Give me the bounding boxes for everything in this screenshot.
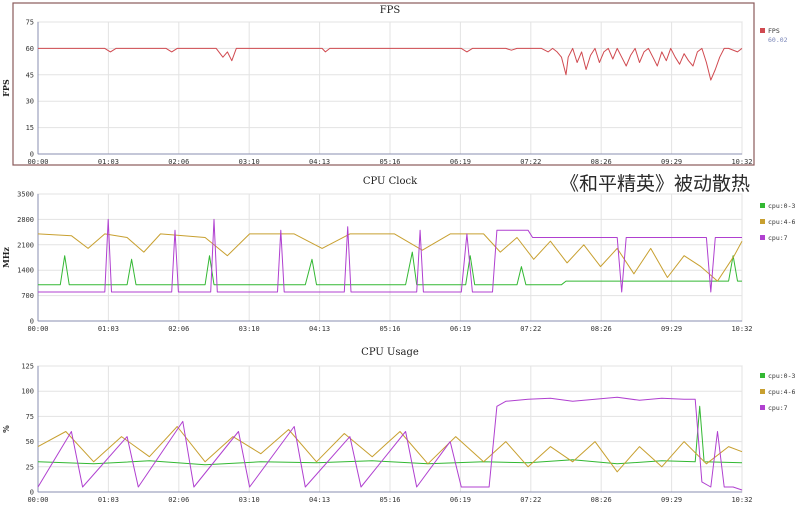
fps-ytick-label: 30 <box>26 98 34 106</box>
fps-legend-label: FPS <box>768 27 780 35</box>
cpu-clock-xtick-label: 02:06 <box>168 325 189 333</box>
cpu-clock-ytick-label: 700 <box>21 292 34 300</box>
cpu-clock-xtick-label: 07:22 <box>520 325 541 333</box>
cpu-usage-ytick-label: 125 <box>21 363 34 371</box>
fps-xtick-label: 07:22 <box>520 158 541 166</box>
fps-xtick-label: 08:26 <box>591 158 612 166</box>
cpu-clock-xtick-label: 08:26 <box>591 325 612 333</box>
cpu-usage-xtick-label: 05:16 <box>379 496 400 504</box>
cpu-usage-panel: CPU Usage 0 25 50 75 100 125 00:00 01:03 02:06 03:… <box>1 347 795 504</box>
fps-xtick-label: 06:19 <box>450 158 471 166</box>
cpu-clock-legend-swatch <box>760 203 765 208</box>
fps-ytick-label: 15 <box>26 124 34 132</box>
cpu-usage-legend-swatch <box>760 389 765 394</box>
cpu-clock-xtick-label: 06:19 <box>450 325 471 333</box>
cpu-clock-xtick-label: 09:29 <box>661 325 682 333</box>
cpu-usage-xtick-label: 01:03 <box>98 496 119 504</box>
fps-xtick-label: 04:13 <box>309 158 330 166</box>
fps-panel-border <box>12 2 755 166</box>
cpu-usage-xtick-label: 04:13 <box>309 496 330 504</box>
overlay-caption: 《和平精英》被动散热 <box>560 173 750 195</box>
cpu-usage-ytick-label: 75 <box>26 413 34 421</box>
cpu-usage-xtick-label: 08:26 <box>591 496 612 504</box>
cpu-usage-legend-label: cpu:7 <box>768 404 788 412</box>
cpu-clock-ytick-label: 2100 <box>17 241 34 249</box>
cpu-clock-xtick-label: 03:10 <box>239 325 260 333</box>
cpu-clock-legend-label: cpu:0-3 <box>768 202 795 210</box>
cpu-clock-series-line-cpu-4-6 <box>37 233 743 282</box>
cpu-clock-ytick-label: 2800 <box>17 216 34 224</box>
cpu-clock-legend-label: cpu:4-6 <box>768 218 795 226</box>
cpu-clock-ylabel: MHz <box>1 247 11 268</box>
cpu-clock-legend-label: cpu:7 <box>768 234 788 242</box>
cpu-usage-legend-swatch <box>760 405 765 410</box>
fps-xtick-label: 02:06 <box>168 158 189 166</box>
cpu-usage-xtick-label: 03:10 <box>239 496 260 504</box>
fps-xtick-label: 01:03 <box>98 158 119 166</box>
cpu-usage-ytick-label: 0 <box>30 489 34 497</box>
fps-xtick-label: 09:29 <box>661 158 682 166</box>
fps-panel: FPS 0 15 30 45 60 75 00:00 01:03 02:06 03:10 04:13 0… <box>1 5 788 166</box>
cpu-clock-ytick-label: 0 <box>30 318 34 326</box>
cpu-usage-xtick-label: 09:29 <box>661 496 682 504</box>
fps-ytick-label: 0 <box>30 151 34 159</box>
cpu-clock-xtick-label: 04:13 <box>309 325 330 333</box>
cpu-clock-legend-swatch <box>760 219 765 224</box>
fps-legend-swatch <box>760 28 765 33</box>
fps-legend-value: 60.02 <box>768 36 788 44</box>
cpu-usage-ytick-label: 50 <box>26 438 34 446</box>
cpu-usage-series-line-cpu-7 <box>37 396 743 491</box>
cpu-usage-legend-swatch <box>760 373 765 378</box>
fps-xtick-label: 03:10 <box>239 158 260 166</box>
cpu-clock-ytick-label: 1400 <box>17 267 34 275</box>
cpu-usage-xtick-label: 07:22 <box>520 496 541 504</box>
fps-ylabel: FPS <box>1 79 11 97</box>
fps-title: FPS <box>380 5 401 16</box>
cpu-clock-legend-swatch <box>760 235 765 240</box>
cpu-usage-title: CPU Usage <box>361 347 419 358</box>
fps-series-line-fps <box>38 47 743 81</box>
cpu-usage-xtick-label: 06:19 <box>450 496 471 504</box>
cpu-usage-xtick-label: 10:32 <box>731 496 752 504</box>
cpu-usage-ylabel: % <box>1 425 11 433</box>
cpu-clock-ytick-label: 3500 <box>17 191 34 199</box>
fps-ytick-label: 60 <box>26 45 34 53</box>
cpu-usage-xtick-label: 02:06 <box>168 496 189 504</box>
cpu-usage-ytick-label: 100 <box>21 388 34 396</box>
fps-xtick-label: 10:32 <box>731 158 752 166</box>
cpu-clock-panel: CPU Clock 0 700 1400 2100 2800 3500 00:00 01:03 0… <box>1 176 795 333</box>
cpu-clock-xtick-label: 10:32 <box>731 325 752 333</box>
cpu-usage-series-line-cpu-4-6 <box>37 426 743 473</box>
cpu-clock-title: CPU Clock <box>363 176 418 187</box>
cpu-clock-xtick-label: 00:00 <box>27 325 48 333</box>
fps-xtick-label: 05:16 <box>379 158 400 166</box>
cpu-clock-series-line-cpu-0-3 <box>38 251 742 286</box>
cpu-usage-ytick-label: 25 <box>26 463 34 471</box>
fps-xtick-label: 00:00 <box>27 158 48 166</box>
cpu-clock-series-line-cpu-7 <box>38 218 742 293</box>
cpu-usage-legend-label: cpu:0-3 <box>768 372 795 380</box>
cpu-usage-xtick-label: 00:00 <box>27 496 48 504</box>
cpu-clock-xtick-label: 05:16 <box>379 325 400 333</box>
fps-ytick-label: 45 <box>26 71 34 79</box>
cpu-clock-xtick-label: 01:03 <box>98 325 119 333</box>
cpu-usage-legend-label: cpu:4-6 <box>768 388 795 396</box>
fps-ytick-label: 75 <box>26 19 34 27</box>
